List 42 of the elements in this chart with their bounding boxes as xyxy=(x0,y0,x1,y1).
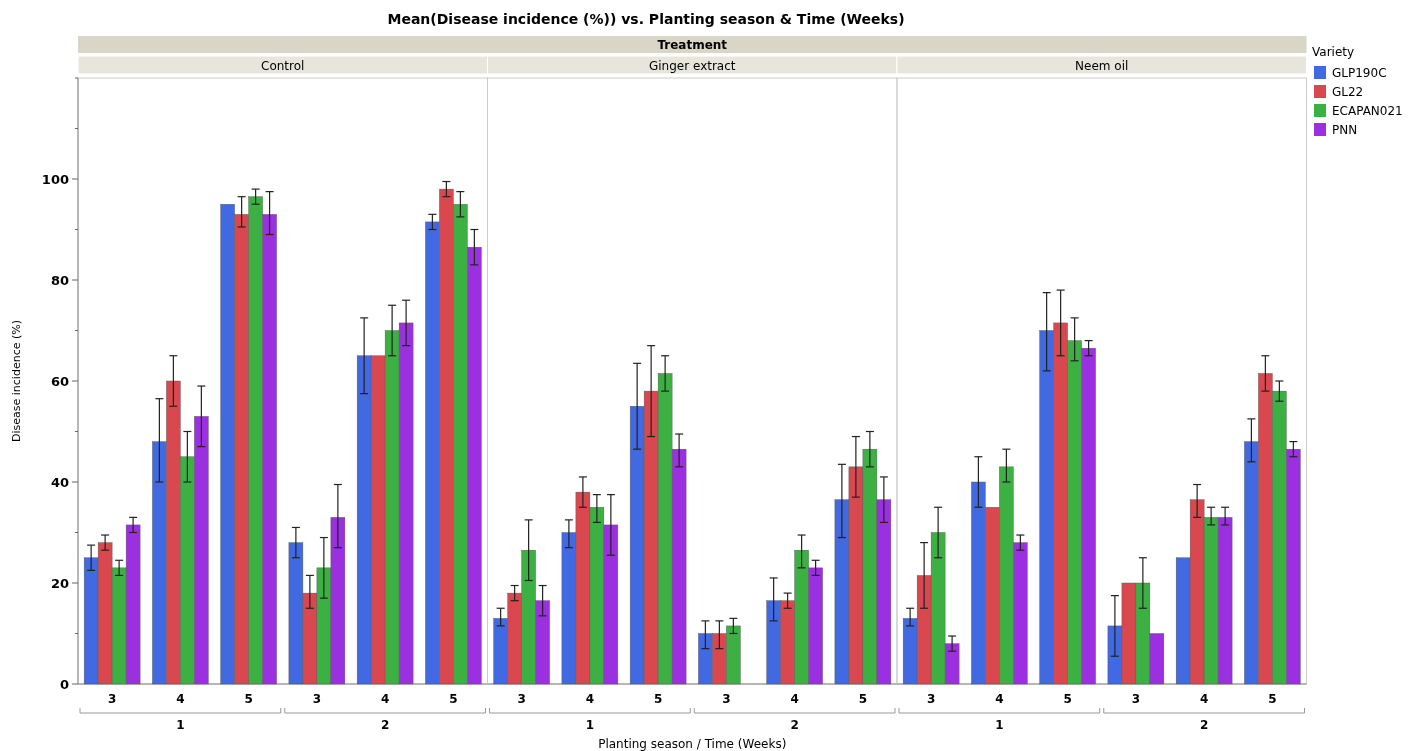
text: 2 xyxy=(380,718,390,732)
y-tick-label: 20 xyxy=(50,575,69,591)
text: 2 xyxy=(790,718,799,732)
x-tick-label: 3 xyxy=(312,692,322,706)
x-tick-label: 3 xyxy=(517,692,526,706)
y-tick-label: 100 xyxy=(41,171,69,187)
chart-title: Ginger extract xyxy=(648,59,736,73)
x-axis-title: Planting season / Time (Weeks) xyxy=(598,737,787,751)
y-tick-label: 40 xyxy=(50,474,69,490)
x-tick-label: 4 xyxy=(380,692,390,706)
text: Mean(Disease incidence (%)) vs. Planting season & Time (Weeks) xyxy=(387,11,905,27)
text: 1 xyxy=(585,718,595,732)
x-tick-label: 3 xyxy=(107,692,117,706)
y-axis-title: Disease incidence (%) xyxy=(10,320,23,442)
text: 1 xyxy=(995,718,1004,732)
legend-label: GL22 xyxy=(1332,85,1364,99)
x-tick-label: 5 xyxy=(1268,692,1277,706)
x-tick-label: 5 xyxy=(653,692,663,706)
y-tick-label: 0 xyxy=(59,676,69,692)
x-tick-label: 4 xyxy=(1199,692,1209,706)
x-tick-label: 4 xyxy=(790,692,799,706)
legend-label: ECAPAN021 xyxy=(1332,104,1403,118)
x-tick-label: 3 xyxy=(926,692,936,706)
x-tick-label: 3 xyxy=(1131,692,1141,706)
x-tick-label: 5 xyxy=(244,692,253,706)
x-tick-label: 4 xyxy=(585,692,595,706)
y-tick-label: 60 xyxy=(50,373,69,389)
x-tick-label: 4 xyxy=(995,692,1004,706)
chart-title: Neem oil xyxy=(1075,59,1129,73)
y-tick-label: 80 xyxy=(50,272,69,288)
chart-title: Control xyxy=(261,59,305,73)
legend-label: GLP190C xyxy=(1332,66,1387,80)
x-tick-label: 5 xyxy=(1063,692,1072,706)
x-tick-label: 4 xyxy=(176,692,185,706)
text: Treatment xyxy=(657,38,728,52)
text: 1 xyxy=(176,718,185,732)
legend-title: Variety xyxy=(1312,45,1355,59)
x-tick-label: 3 xyxy=(722,692,731,706)
legend-label: PNN xyxy=(1332,123,1358,137)
x-tick-label: 5 xyxy=(449,692,458,706)
x-tick-label: 5 xyxy=(858,692,868,706)
text: 2 xyxy=(1199,718,1209,732)
